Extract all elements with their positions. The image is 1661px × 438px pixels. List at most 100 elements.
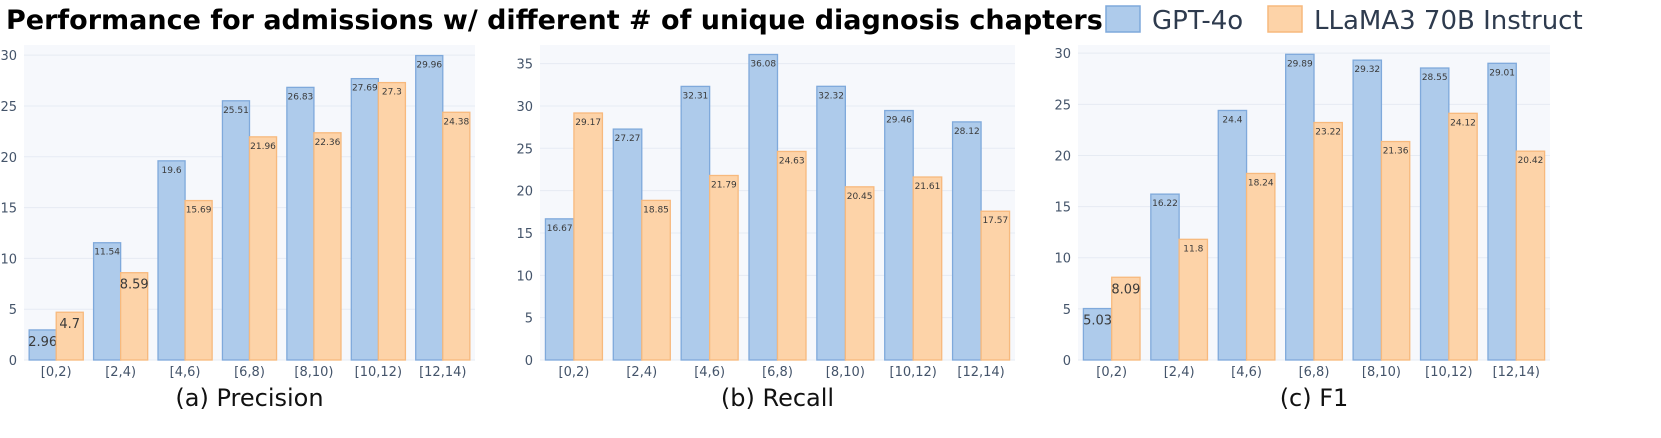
precision-data-label-gpt4o: 26.83 xyxy=(288,92,314,102)
precision-data-label-gpt4o: 2.96 xyxy=(28,335,57,350)
f1-data-label-gpt4o: 29.89 xyxy=(1287,59,1313,69)
precision-bar-llama3 xyxy=(55,311,84,361)
f1-data-label-gpt4o: 28.55 xyxy=(1422,73,1448,83)
f1-bar-llama3 xyxy=(1380,140,1411,361)
f1-data-label-llama3: 21.36 xyxy=(1383,147,1409,157)
f1-bar-llama3 xyxy=(1313,121,1343,361)
f1-x-tick-label: [0,2) xyxy=(1096,365,1127,380)
f1-bar-gpt4o xyxy=(1150,193,1180,361)
precision-y-tick-label: 0 xyxy=(9,354,17,369)
recall-bar-llama3 xyxy=(573,112,604,361)
recall-y-tick-label: 20 xyxy=(516,185,533,200)
precision-y-tick-label: 10 xyxy=(0,252,17,267)
recall-bar-gpt4o xyxy=(680,85,711,361)
f1-data-label-llama3: 8.09 xyxy=(1111,282,1140,297)
precision-x-tick-label: [0,2) xyxy=(41,365,72,380)
recall-bar-llama3 xyxy=(980,210,1011,361)
f1-bar-gpt4o xyxy=(1217,109,1248,361)
recall-x-tick-label: [10,12) xyxy=(890,365,937,380)
precision-bar-llama3 xyxy=(248,136,278,361)
recall-x-tick-label: [0,2) xyxy=(559,365,590,380)
f1-bar-llama3 xyxy=(1448,112,1478,361)
precision-bar-gpt4o xyxy=(350,77,380,361)
recall-chart: 0 5 10 15 20 25 30 35 16.67 29.17 [0,2) 27.27 18.85 [… xyxy=(516,45,1015,412)
precision-data-label-llama3: 22.36 xyxy=(315,138,341,148)
recall-bar-llama3 xyxy=(708,174,739,361)
recall-y-tick-label: 10 xyxy=(516,269,533,284)
f1-x-tick-label: [2,4) xyxy=(1164,365,1195,380)
precision-data-label-gpt4o: 11.54 xyxy=(94,248,120,258)
f1-chart: 0 5 10 15 20 25 30 5.03 8.09 [0,2) 16.22 11.8 [2,4) 2… xyxy=(1054,45,1550,412)
recall-y-tick-label: 0 xyxy=(525,354,533,369)
precision-data-label-llama3: 8.59 xyxy=(120,278,149,293)
recall-bar-llama3 xyxy=(776,150,807,361)
legend: GPT-4o LLaMA3 70B Instruct xyxy=(1105,5,1583,36)
precision-x-tick-label: [10,12) xyxy=(355,365,402,380)
recall-bar-gpt4o xyxy=(544,218,575,361)
precision-bar-gpt4o xyxy=(286,86,315,361)
f1-data-label-gpt4o: 29.01 xyxy=(1489,68,1515,78)
f1-bar-llama3 xyxy=(1178,238,1209,361)
recall-bar-gpt4o xyxy=(612,128,643,361)
precision-bar-gpt4o xyxy=(157,160,186,361)
recall-bar-gpt4o xyxy=(816,85,847,361)
precision-bar-llama3 xyxy=(119,272,149,361)
precision-y-tick-label: 25 xyxy=(0,100,17,115)
recall-data-label-gpt4o: 32.32 xyxy=(818,91,844,101)
f1-x-tick-label: [6,8) xyxy=(1299,365,1330,380)
precision-x-tick-label: [4,6) xyxy=(170,365,201,380)
recall-data-label-llama3: 29.17 xyxy=(575,118,601,128)
recall-data-label-llama3: 17.57 xyxy=(982,216,1008,226)
legend-swatch-llama3 xyxy=(1267,5,1303,33)
precision-bar-llama3 xyxy=(377,81,407,361)
f1-x-tick-label: [10,12) xyxy=(1425,365,1472,380)
precision-bar-gpt4o xyxy=(415,54,444,361)
recall-x-tick-label: [4,6) xyxy=(694,365,725,380)
f1-bar-llama3 xyxy=(1245,172,1276,361)
precision-data-label-llama3: 24.38 xyxy=(443,117,469,127)
recall-y-tick-label: 5 xyxy=(525,312,533,327)
f1-bar-gpt4o xyxy=(1285,53,1315,361)
precision-data-label-gpt4o: 29.96 xyxy=(416,61,442,71)
recall-data-label-llama3: 20.45 xyxy=(847,192,873,202)
recall-data-label-gpt4o: 36.08 xyxy=(750,59,776,69)
precision-x-tick-label: [6,8) xyxy=(234,365,265,380)
f1-bar-llama3 xyxy=(1515,150,1546,361)
precision-x-tick-label: [12,14) xyxy=(419,365,466,380)
recall-bar-gpt4o xyxy=(951,121,982,361)
precision-data-label-llama3: 21.96 xyxy=(250,142,276,152)
recall-x-tick-label: [8,10) xyxy=(826,365,865,380)
f1-data-label-gpt4o: 5.03 xyxy=(1083,314,1112,329)
legend-label-llama3: LLaMA3 70B Instruct xyxy=(1314,6,1583,36)
f1-data-label-llama3: 20.42 xyxy=(1518,156,1544,166)
f1-y-tick-label: 0 xyxy=(1063,354,1071,369)
recall-bar-llama3 xyxy=(641,199,671,361)
precision-bar-gpt4o xyxy=(221,100,251,361)
precision-data-label-gpt4o: 25.51 xyxy=(223,106,249,116)
figure-title: Performance for admissions w/ different … xyxy=(6,5,1103,36)
precision-data-label-gpt4o: 19.6 xyxy=(162,166,182,176)
recall-y-tick-label: 30 xyxy=(516,100,533,115)
recall-y-tick-label: 15 xyxy=(516,227,533,242)
recall-x-tick-label: [12,14) xyxy=(957,365,1004,380)
precision-bar-gpt4o xyxy=(92,242,122,361)
f1-data-label-gpt4o: 29.32 xyxy=(1354,65,1380,75)
recall-data-label-gpt4o: 16.67 xyxy=(547,224,573,234)
f1-data-label-llama3: 11.8 xyxy=(1183,244,1203,254)
legend-label-gpt4o: GPT-4o xyxy=(1152,6,1243,36)
precision-bar-llama3 xyxy=(442,111,471,361)
recall-data-label-gpt4o: 29.46 xyxy=(886,116,912,126)
recall-bar-gpt4o xyxy=(748,53,779,361)
f1-data-label-llama3: 18.24 xyxy=(1248,178,1274,188)
f1-bar-gpt4o xyxy=(1487,62,1517,361)
f1-data-label-gpt4o: 24.4 xyxy=(1222,115,1242,125)
recall-x-tick-label: [2,4) xyxy=(626,365,657,380)
precision-data-label-llama3: 15.69 xyxy=(186,206,212,216)
f1-y-tick-label: 5 xyxy=(1063,303,1071,318)
recall-data-label-gpt4o: 32.31 xyxy=(683,91,709,101)
f1-x-tick-label: [12,14) xyxy=(1493,365,1540,380)
recall-data-label-gpt4o: 27.27 xyxy=(615,134,641,144)
precision-data-label-llama3: 27.3 xyxy=(382,88,402,98)
recall-data-label-llama3: 24.63 xyxy=(779,156,805,166)
